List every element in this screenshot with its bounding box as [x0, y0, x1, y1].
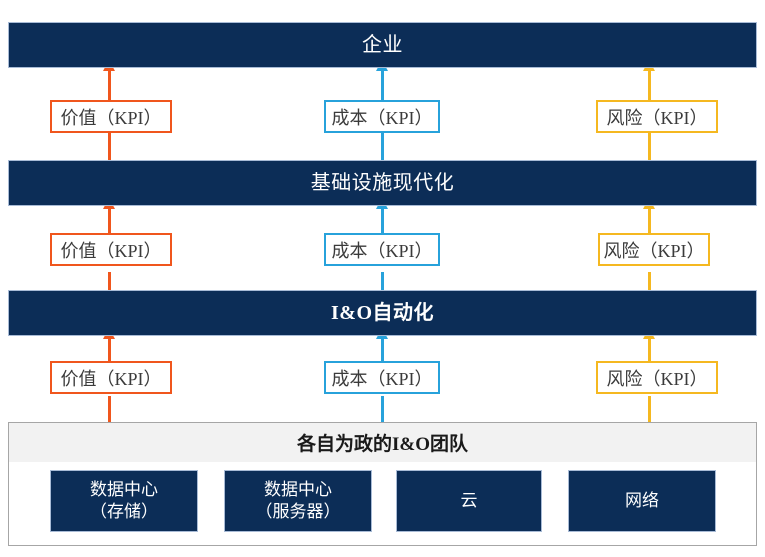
- arrow-stem: [381, 123, 384, 163]
- silo-panel-header-label: 各自为政的I&O团队: [296, 434, 468, 455]
- kpi-box-label: 成本（KPI）: [331, 107, 433, 128]
- arrow-stem: [648, 69, 651, 110]
- arrow-stem: [108, 207, 111, 246]
- arrow-stem: [648, 123, 651, 163]
- arrow-stem: [648, 207, 651, 246]
- silo-box-line1: 数据中心: [90, 480, 158, 500]
- arrow-stem: [381, 69, 384, 110]
- kpi-box-cost-bottom[interactable]: 成本（KPI）: [324, 361, 440, 394]
- arrow-stem: [108, 69, 111, 110]
- arrow-cost-middle-lower: [381, 272, 384, 294]
- arrow-stem: [108, 272, 111, 294]
- kpi-box-risk-bottom[interactable]: 风险（KPI）: [596, 361, 718, 394]
- silo-box-line1: 网络: [625, 491, 659, 511]
- arrow-stem: [381, 207, 384, 246]
- silo-box-line1: 云: [460, 491, 478, 511]
- arrow-stem: [381, 396, 384, 426]
- silo-box-data-center-server[interactable]: 数据中心 （服务器）: [224, 470, 372, 532]
- layer-bar-io-automation: I&O自动化: [8, 290, 757, 336]
- kpi-box-value-bottom[interactable]: 价值（KPI）: [50, 361, 172, 394]
- layer-bar-infrastructure-modernization-label: 基础设施现代化: [310, 172, 455, 194]
- arrow-stem: [381, 337, 384, 368]
- layer-bar-infrastructure-modernization: 基础设施现代化: [8, 160, 757, 206]
- kpi-box-label: 风险（KPI）: [606, 368, 708, 389]
- arrow-value-bottom-lower: [108, 396, 111, 426]
- arrow-value-middle-lower: [108, 272, 111, 294]
- silo-panel-header: 各自为政的I&O团队: [9, 423, 756, 462]
- silo-box-data-center-storage[interactable]: 数据中心 （存储）: [50, 470, 198, 532]
- arrow-stem: [108, 123, 111, 163]
- kpi-box-label: 成本（KPI）: [331, 240, 433, 261]
- kpi-box-cost-middle[interactable]: 成本（KPI）: [324, 233, 440, 266]
- kpi-box-value-top[interactable]: 价值（KPI）: [50, 100, 172, 133]
- arrow-stem: [648, 272, 651, 294]
- arrow-stem: [108, 337, 111, 368]
- arrow-stem: [648, 396, 651, 426]
- kpi-box-label: 价值（KPI）: [60, 368, 162, 389]
- arrow-value-top-lower: [108, 123, 111, 163]
- kpi-box-label: 风险（KPI）: [603, 240, 705, 261]
- kpi-box-label: 风险（KPI）: [606, 107, 708, 128]
- arrow-risk-bottom-lower: [648, 396, 651, 426]
- kpi-box-label: 成本（KPI）: [331, 368, 433, 389]
- silo-box-line2: （服务器）: [255, 502, 341, 521]
- silo-box-network[interactable]: 网络: [568, 470, 716, 532]
- layer-bar-io-automation-label: I&O自动化: [331, 302, 434, 324]
- kpi-box-risk-top[interactable]: 风险（KPI）: [596, 100, 718, 133]
- kpi-box-value-middle[interactable]: 价值（KPI）: [50, 233, 172, 266]
- arrow-stem: [381, 272, 384, 294]
- kpi-box-cost-top[interactable]: 成本（KPI）: [324, 100, 440, 133]
- arrow-stem: [648, 337, 651, 368]
- layer-bar-enterprise: 企业: [8, 22, 757, 68]
- silo-box-line1: 数据中心: [264, 480, 332, 500]
- kpi-box-risk-middle[interactable]: 风险（KPI）: [598, 233, 710, 266]
- silo-box-line2: （存储）: [90, 502, 158, 521]
- arrow-stem: [108, 396, 111, 426]
- arrow-risk-middle-lower: [648, 272, 651, 294]
- arrow-cost-top-lower: [381, 123, 384, 163]
- silo-box-cloud[interactable]: 云: [396, 470, 542, 532]
- arrow-risk-top-lower: [648, 123, 651, 163]
- arrow-cost-bottom-lower: [381, 396, 384, 426]
- kpi-box-label: 价值（KPI）: [60, 107, 162, 128]
- layer-bar-enterprise-label: 企业: [362, 34, 403, 56]
- kpi-box-label: 价值（KPI）: [60, 240, 162, 261]
